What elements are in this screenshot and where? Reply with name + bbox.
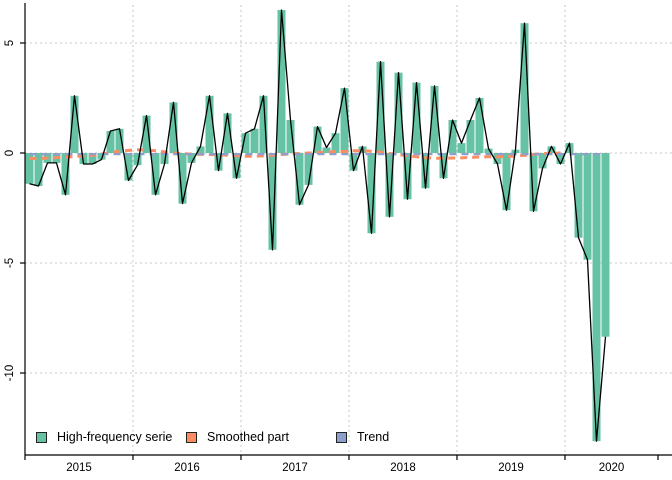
hf-bar	[277, 10, 286, 153]
legend-swatch-high-frequency-icon	[36, 431, 47, 443]
hf-bar	[178, 153, 187, 204]
hf-bar	[601, 153, 610, 337]
hf-bar	[97, 153, 106, 160]
hf-bar	[169, 102, 178, 153]
hf-bar	[403, 153, 412, 200]
legend-label-trend: Trend	[357, 430, 390, 444]
hf-bar	[394, 72, 403, 153]
hf-bar	[493, 153, 502, 164]
legend-label-high-frequency: High-frequency serie	[57, 430, 173, 444]
hf-bar	[286, 120, 295, 153]
hf-bar	[250, 128, 259, 153]
hf-bar	[385, 153, 394, 217]
hf-bar	[457, 143, 466, 153]
hf-bar	[304, 153, 313, 185]
hf-bar	[574, 153, 583, 238]
hf-bar	[583, 153, 592, 260]
hf-bar	[196, 146, 205, 153]
hf-bar	[124, 153, 133, 181]
legend-swatch-smoothed-part-icon	[186, 431, 197, 443]
legend-item-smoothed-part: Smoothed part	[186, 429, 289, 445]
hf-bar	[475, 98, 484, 153]
hf-bar	[448, 120, 457, 153]
hf-bar	[295, 153, 304, 205]
hf-bar	[502, 153, 511, 211]
hf-bar	[25, 153, 34, 184]
hf-bar	[412, 82, 421, 153]
y-tick-label: 5	[4, 40, 16, 46]
hf-bar	[34, 153, 43, 186]
x-tick-label: 2015	[66, 462, 92, 474]
hf-bar	[214, 153, 223, 171]
hf-bar	[466, 120, 475, 153]
hf-bar	[268, 153, 277, 250]
hf-bar	[187, 153, 196, 163]
hf-bar	[430, 85, 439, 153]
hf-bar	[133, 153, 142, 166]
legend-item-high-frequency: High-frequency serie	[36, 429, 172, 445]
hf-bar	[115, 128, 124, 153]
hf-bar	[223, 113, 232, 153]
hf-bar	[79, 153, 88, 164]
y-tick-label: -5	[4, 258, 16, 268]
hf-bar	[421, 153, 430, 189]
hf-bar	[529, 153, 538, 212]
legend-label-smoothed-part: Smoothed part	[207, 430, 289, 444]
hf-bar	[520, 23, 529, 154]
hf-bar	[547, 146, 556, 153]
hf-bar	[142, 115, 151, 153]
hf-bar	[349, 153, 358, 171]
hf-bar	[151, 153, 160, 195]
hf-bar	[376, 61, 385, 154]
hf-line	[29, 9, 607, 442]
hf-bar	[106, 131, 115, 153]
x-tick-label: 2018	[390, 462, 416, 474]
hf-bar	[592, 153, 601, 442]
x-tick-label: 2019	[498, 462, 524, 474]
y-tick-label: 0	[4, 150, 16, 156]
hf-bar	[340, 88, 349, 153]
y-tick-label: -10	[4, 365, 16, 382]
hf-bar	[484, 148, 493, 153]
hf-bar	[538, 153, 547, 169]
hf-bar	[556, 153, 565, 164]
hf-bar	[322, 147, 331, 153]
x-tick-label: 2017	[282, 462, 308, 474]
hf-bar	[259, 95, 268, 153]
hf-bar	[439, 153, 448, 179]
hf-bar	[70, 95, 79, 153]
legend-item-trend: Trend	[336, 429, 389, 445]
legend-swatch-trend-icon	[336, 431, 347, 443]
hf-bar	[160, 153, 169, 164]
hf-bar	[232, 153, 241, 179]
hf-bar	[88, 153, 97, 164]
hf-bar	[205, 95, 214, 153]
hf-bar	[313, 126, 322, 153]
hf-bar	[367, 153, 376, 234]
hf-bar	[61, 153, 70, 195]
x-tick-label: 2020	[599, 462, 625, 474]
x-tick-label: 2016	[174, 462, 200, 474]
hf-bar	[241, 133, 250, 153]
hf-bar	[331, 133, 340, 153]
